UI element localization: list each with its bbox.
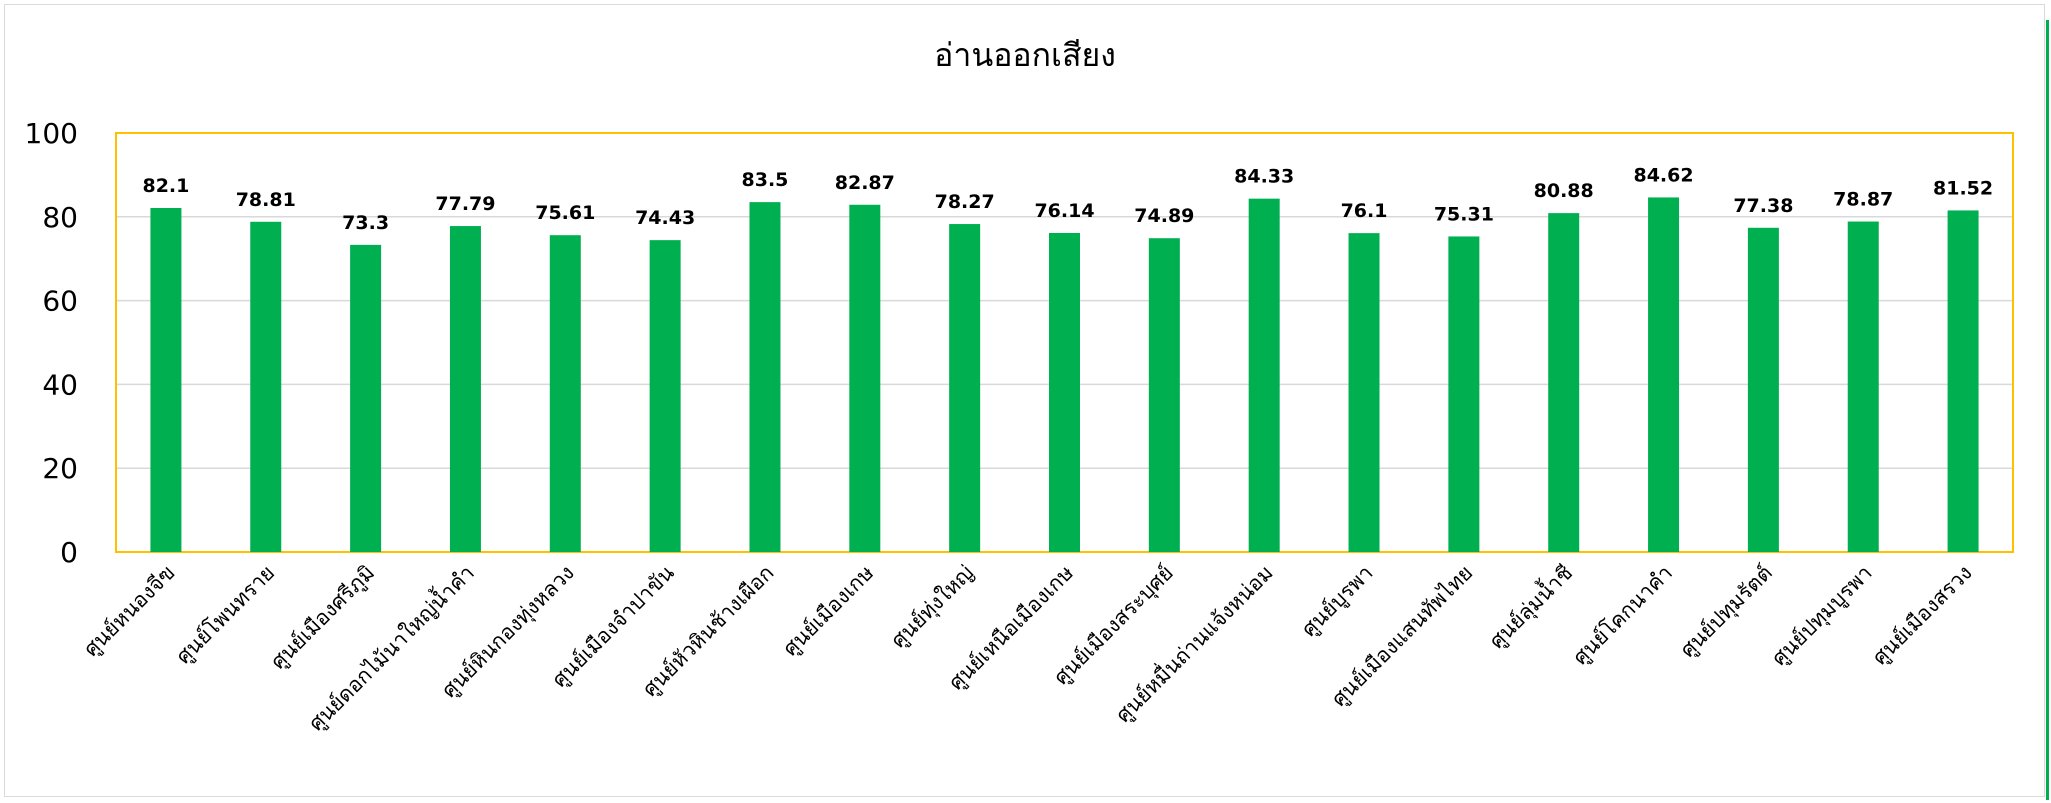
- x-tick-label: ศูนย์ปทุมบูรพา: [1767, 561, 1877, 671]
- bar: [1448, 236, 1480, 552]
- x-tick-label: ศูนย์ทุ่งใหญ่: [886, 561, 979, 654]
- x-tick-label: ศูนย์ดอกไม้นาใหญ่น้ำคำ: [302, 558, 480, 736]
- bar: [1049, 232, 1080, 553]
- data-label: 80.88: [1534, 180, 1594, 202]
- y-tick-label: 60: [42, 285, 78, 318]
- bar: [1348, 233, 1380, 553]
- y-tick-label: 0: [60, 536, 78, 569]
- data-label: 81.52: [1933, 177, 1993, 199]
- bar: [649, 240, 681, 552]
- y-tick-label: 80: [42, 201, 78, 234]
- data-label: 76.14: [1034, 200, 1094, 222]
- bar: [1747, 227, 1779, 552]
- bar: [250, 221, 282, 552]
- bar: [1148, 238, 1180, 552]
- data-label: 82.87: [835, 172, 895, 194]
- bar: [150, 208, 182, 552]
- bar: [1548, 213, 1580, 552]
- data-label: 78.27: [935, 191, 995, 213]
- bar: [1248, 198, 1280, 553]
- data-label: 76.1: [1341, 200, 1388, 222]
- x-tick-label: ศูนย์เมืองศรีภูมิ: [266, 561, 380, 675]
- y-axis-tick-labels: 0 20 40 60 80 100: [25, 117, 78, 569]
- data-label: 73.3: [342, 212, 389, 234]
- data-label: 83.5: [742, 169, 789, 191]
- y-tick-label: 20: [42, 452, 78, 485]
- x-tick-label: ศูนย์ปทุมรัตต์: [1675, 561, 1777, 663]
- data-label: 77.79: [435, 193, 495, 215]
- data-label: 84.62: [1633, 164, 1693, 186]
- data-label: 82.1: [142, 175, 189, 197]
- data-label: 78.81: [236, 189, 296, 211]
- bar: [749, 202, 781, 552]
- x-tick-label: ศูนย์หนองจีฃ: [79, 561, 180, 662]
- data-label: 84.33: [1234, 166, 1294, 188]
- data-label: 75.31: [1434, 203, 1494, 225]
- x-tick-label: ศูนย์หมื่นถ่านแจ้งหน่อม: [1109, 558, 1278, 727]
- x-axis-tick-labels: ศูนย์หนองจีฃศูนย์โพนทรายศูนย์เมืองศรีภูม…: [79, 558, 1977, 736]
- y-tick-label: 100: [25, 117, 78, 150]
- bar: [549, 235, 581, 553]
- bar: [849, 204, 881, 552]
- x-tick-label: ศูนย์เมืองสรวง: [1868, 561, 1978, 671]
- data-label: 77.38: [1733, 195, 1793, 217]
- chart-title: อ่านออกเสียง: [934, 36, 1116, 74]
- data-label: 78.87: [1833, 189, 1893, 211]
- data-label: 75.61: [535, 202, 595, 224]
- right-accent-bar: [2046, 20, 2049, 800]
- x-tick-label: ศูนย์โพนทราย: [171, 561, 280, 670]
- data-labels: 82.1 78.81 73.3 77.79 75.61 74.43 83.5 82.87 78.…: [142, 164, 1993, 233]
- bar: [449, 226, 481, 552]
- y-tick-label: 40: [42, 368, 78, 401]
- bar: [350, 244, 382, 553]
- chart-frame: [4, 4, 2045, 797]
- x-tick-label: ศูนย์เมืองเกษ: [778, 561, 879, 662]
- data-label: 74.43: [635, 207, 695, 229]
- bar: [1947, 210, 1979, 552]
- x-tick-label: ศูนย์ลุ่มน้ำชี: [1482, 558, 1578, 654]
- x-tick-label: ศูนย์โคกนาคำ: [1568, 561, 1678, 671]
- x-tick-label: ศูนย์บูรพา: [1297, 561, 1378, 642]
- data-label: 74.89: [1134, 205, 1194, 227]
- bar: [949, 224, 981, 552]
- bars: [150, 197, 1979, 553]
- bar: [1847, 221, 1879, 552]
- bar: [1648, 197, 1680, 552]
